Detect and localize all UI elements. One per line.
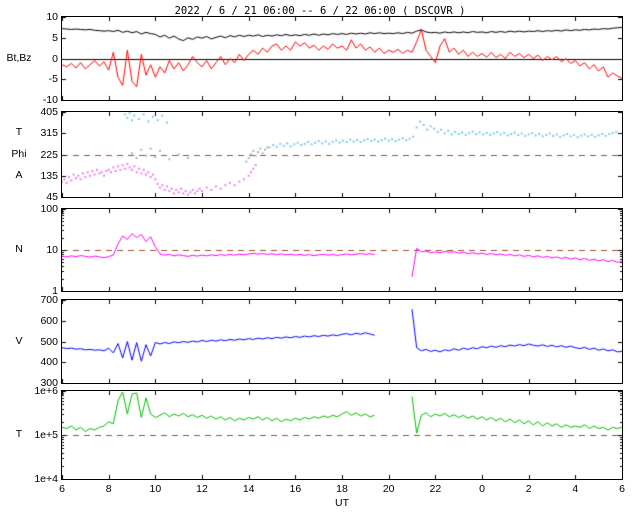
x-tick-label: 14 bbox=[242, 483, 255, 495]
panel-bt-bz bbox=[61, 16, 623, 101]
panel-n bbox=[61, 208, 623, 292]
y-tick-label-phi: 315 bbox=[40, 127, 58, 140]
y-tick-label-v: 700 bbox=[40, 294, 58, 306]
panel-t bbox=[61, 390, 623, 480]
panel-axis-label-v: V bbox=[15, 334, 23, 347]
x-tick-label: 10 bbox=[149, 483, 162, 495]
y-tick-label-phi: 405 bbox=[40, 106, 58, 118]
y-tick-label-phi: 135 bbox=[40, 169, 58, 182]
y-tick-label-phi: 45 bbox=[46, 191, 58, 203]
y-tick-label-n: 10 bbox=[46, 244, 58, 256]
y-tick-label-t: 1e+5 bbox=[34, 429, 58, 441]
plot-canvas-bt-bz bbox=[62, 17, 622, 100]
x-tick-label: 2 bbox=[525, 483, 532, 495]
y-tick-label-bt-bz: -5 bbox=[48, 73, 58, 86]
panel-v bbox=[61, 299, 623, 384]
x-axis-label: UT bbox=[335, 497, 349, 509]
y-tick-label-phi: 225 bbox=[40, 148, 58, 161]
y-tick-label-n: 1 bbox=[52, 285, 58, 297]
x-tick-label: 12 bbox=[196, 483, 208, 495]
x-tick-label: 4 bbox=[572, 483, 579, 495]
plot-title: 2022 / 6 / 21 06:00 -- 6 / 22 06:00 ( DS… bbox=[174, 5, 466, 17]
x-tick-label: 18 bbox=[336, 483, 348, 495]
panel-axis-label-phi: A bbox=[15, 168, 23, 181]
y-tick-label-bt-bz: 5 bbox=[52, 31, 58, 44]
panel-axis-label-t: T bbox=[15, 428, 23, 440]
x-tick-label: 20 bbox=[382, 483, 395, 495]
panel-axis-label-bt-bz: Bt,Bz bbox=[6, 51, 32, 64]
y-tick-label-v: 300 bbox=[40, 377, 58, 389]
y-tick-label-bt-bz: -10 bbox=[42, 94, 58, 106]
y-tick-label-v: 500 bbox=[40, 335, 58, 348]
x-tick-label: 8 bbox=[105, 483, 112, 495]
x-tick-label: 22 bbox=[429, 483, 442, 495]
y-tick-label-bt-bz: 10 bbox=[46, 11, 58, 23]
plot-canvas-n bbox=[62, 209, 622, 291]
x-tick-label: 6 bbox=[59, 483, 65, 495]
panel-phi bbox=[61, 111, 623, 198]
y-tick-label-v: 400 bbox=[40, 356, 58, 369]
plot-canvas-phi bbox=[62, 112, 622, 197]
plot-canvas-t bbox=[62, 391, 622, 479]
y-tick-label-t: 1e+6 bbox=[34, 385, 58, 397]
panel-axis-label-n: N bbox=[15, 243, 23, 255]
y-tick-label-t: 1e+4 bbox=[34, 473, 58, 485]
x-tick-label: 6 bbox=[619, 483, 625, 495]
panel-axis-label-phi: Phi bbox=[11, 147, 27, 160]
plot-canvas-v bbox=[62, 300, 622, 383]
panel-axis-label-phi: T bbox=[15, 126, 23, 139]
x-tick-label: 0 bbox=[479, 483, 485, 495]
y-tick-label-bt-bz: 0 bbox=[52, 52, 58, 65]
y-tick-label-n: 100 bbox=[40, 203, 58, 215]
x-tick-label: 16 bbox=[289, 483, 302, 495]
y-tick-label-v: 600 bbox=[40, 314, 58, 327]
